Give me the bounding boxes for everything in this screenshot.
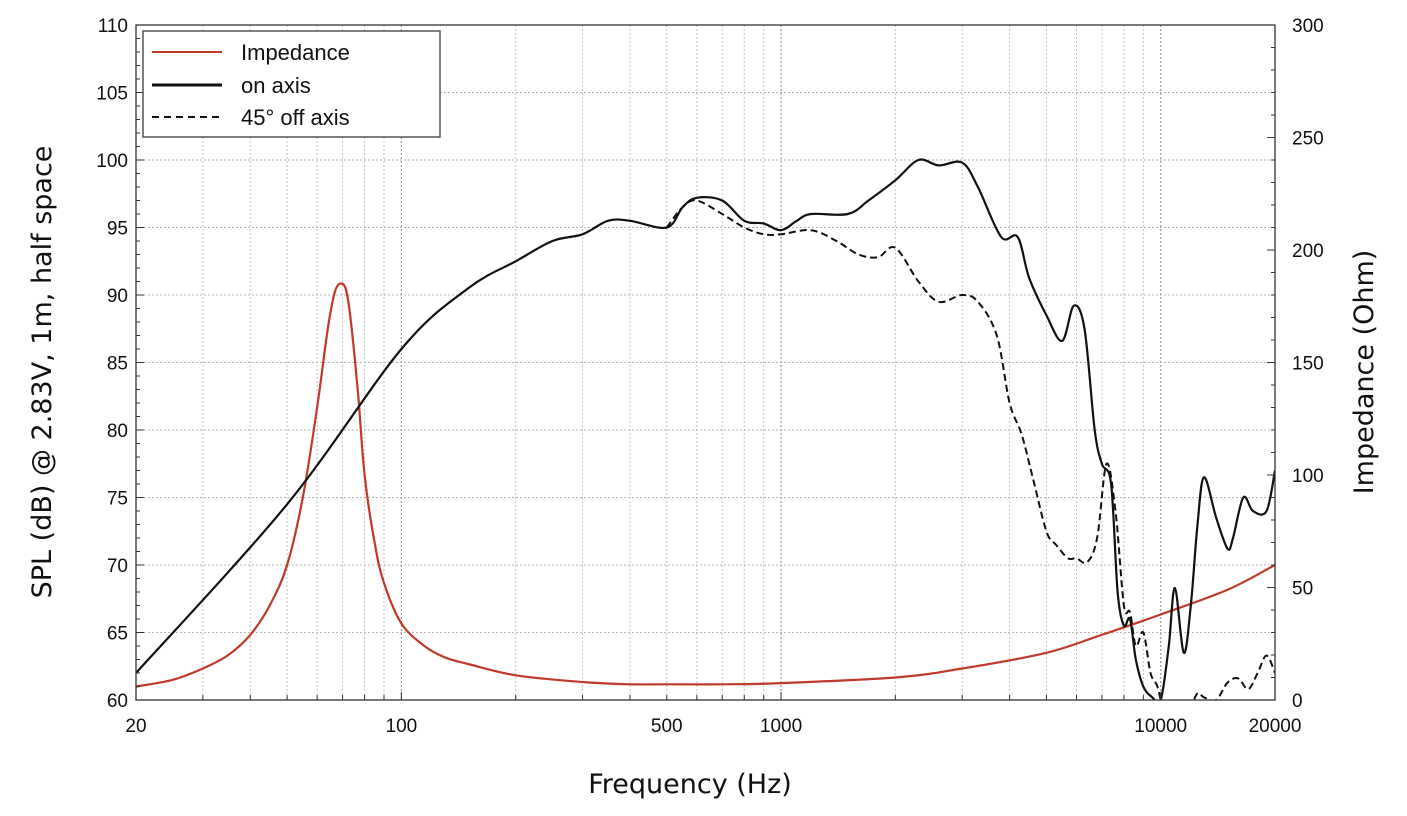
y2-tick-label: 250 xyxy=(1292,129,1324,150)
y-tick-label: 70 xyxy=(107,556,128,577)
x-tick-label: 20000 xyxy=(1249,716,1302,737)
y2-axis-title: Impedance (Ohm) xyxy=(1349,250,1380,495)
y-tick-label: 60 xyxy=(107,691,128,712)
y-tick-label: 110 xyxy=(98,16,128,37)
y-tick-label: 95 xyxy=(107,219,128,240)
y-tick-label: 90 xyxy=(107,286,128,307)
x-tick-label: 500 xyxy=(651,716,683,737)
legend-label-impedance: Impedance xyxy=(241,40,350,65)
y2-tick-label: 50 xyxy=(1292,579,1313,600)
series-line-45-off-axis xyxy=(666,199,1275,700)
series-line-on-axis xyxy=(136,158,1275,700)
axis-ticks: 60 65 70 75 80 85 90 95 100 105 110 0 50 100 150 200 250… xyxy=(96,16,1323,737)
x-tick-label: 10000 xyxy=(1134,716,1187,737)
x-axis-title: Frequency (Hz) xyxy=(588,769,792,800)
y-axis-title: SPL (dB) @ 2.83V, 1m, half space xyxy=(27,146,58,599)
y2-tick-label: 0 xyxy=(1292,691,1303,712)
y2-tick-label: 100 xyxy=(1292,466,1324,487)
y-tick-label: 100 xyxy=(96,151,128,172)
x-tick-label: 1000 xyxy=(760,716,802,737)
x-tick-label: 20 xyxy=(125,716,146,737)
x-tick-label: 100 xyxy=(386,716,418,737)
y2-tick-label: 150 xyxy=(1292,354,1324,375)
legend-label-off-axis: 45° off axis xyxy=(241,105,350,130)
y-tick-label: 80 xyxy=(107,421,128,442)
legend-label-on-axis: on axis xyxy=(241,73,311,98)
y-tick-label: 75 xyxy=(107,489,128,510)
y-tick-label: 65 xyxy=(107,624,128,645)
y2-tick-label: 300 xyxy=(1292,16,1324,37)
y-tick-label: 85 xyxy=(107,354,128,375)
legend: Impedance on axis 45° off axis xyxy=(142,30,441,138)
series-line-impedance xyxy=(136,282,1275,688)
y-tick-label: 105 xyxy=(96,84,128,105)
y2-tick-label: 200 xyxy=(1292,241,1324,262)
series-layer xyxy=(136,158,1275,700)
